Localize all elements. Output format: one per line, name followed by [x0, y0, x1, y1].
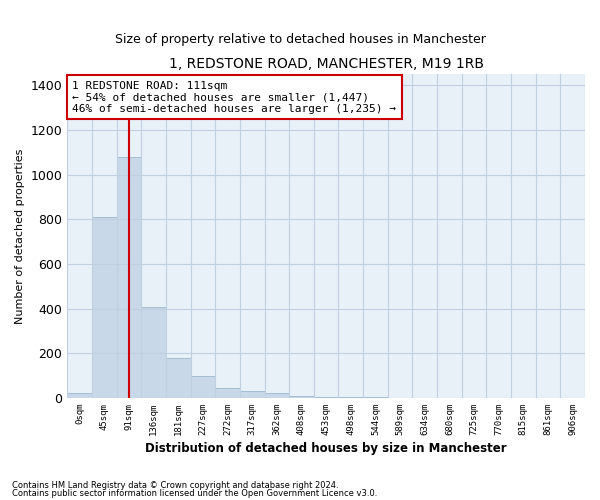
- Text: Size of property relative to detached houses in Manchester: Size of property relative to detached ho…: [115, 32, 485, 46]
- Title: 1, REDSTONE ROAD, MANCHESTER, M19 1RB: 1, REDSTONE ROAD, MANCHESTER, M19 1RB: [169, 58, 484, 71]
- Text: 1 REDSTONE ROAD: 111sqm
← 54% of detached houses are smaller (1,447)
46% of semi: 1 REDSTONE ROAD: 111sqm ← 54% of detache…: [73, 80, 397, 114]
- Y-axis label: Number of detached properties: Number of detached properties: [15, 148, 25, 324]
- Bar: [166, 358, 191, 398]
- Bar: [215, 388, 240, 398]
- Text: Contains public sector information licensed under the Open Government Licence v3: Contains public sector information licen…: [12, 488, 377, 498]
- Bar: [289, 396, 314, 398]
- Bar: [116, 156, 141, 398]
- X-axis label: Distribution of detached houses by size in Manchester: Distribution of detached houses by size …: [145, 442, 507, 455]
- Bar: [67, 394, 92, 398]
- Bar: [314, 397, 338, 398]
- Bar: [191, 376, 215, 398]
- Bar: [92, 217, 116, 398]
- Bar: [240, 391, 265, 398]
- Bar: [265, 394, 289, 398]
- Bar: [141, 308, 166, 398]
- Text: Contains HM Land Registry data © Crown copyright and database right 2024.: Contains HM Land Registry data © Crown c…: [12, 481, 338, 490]
